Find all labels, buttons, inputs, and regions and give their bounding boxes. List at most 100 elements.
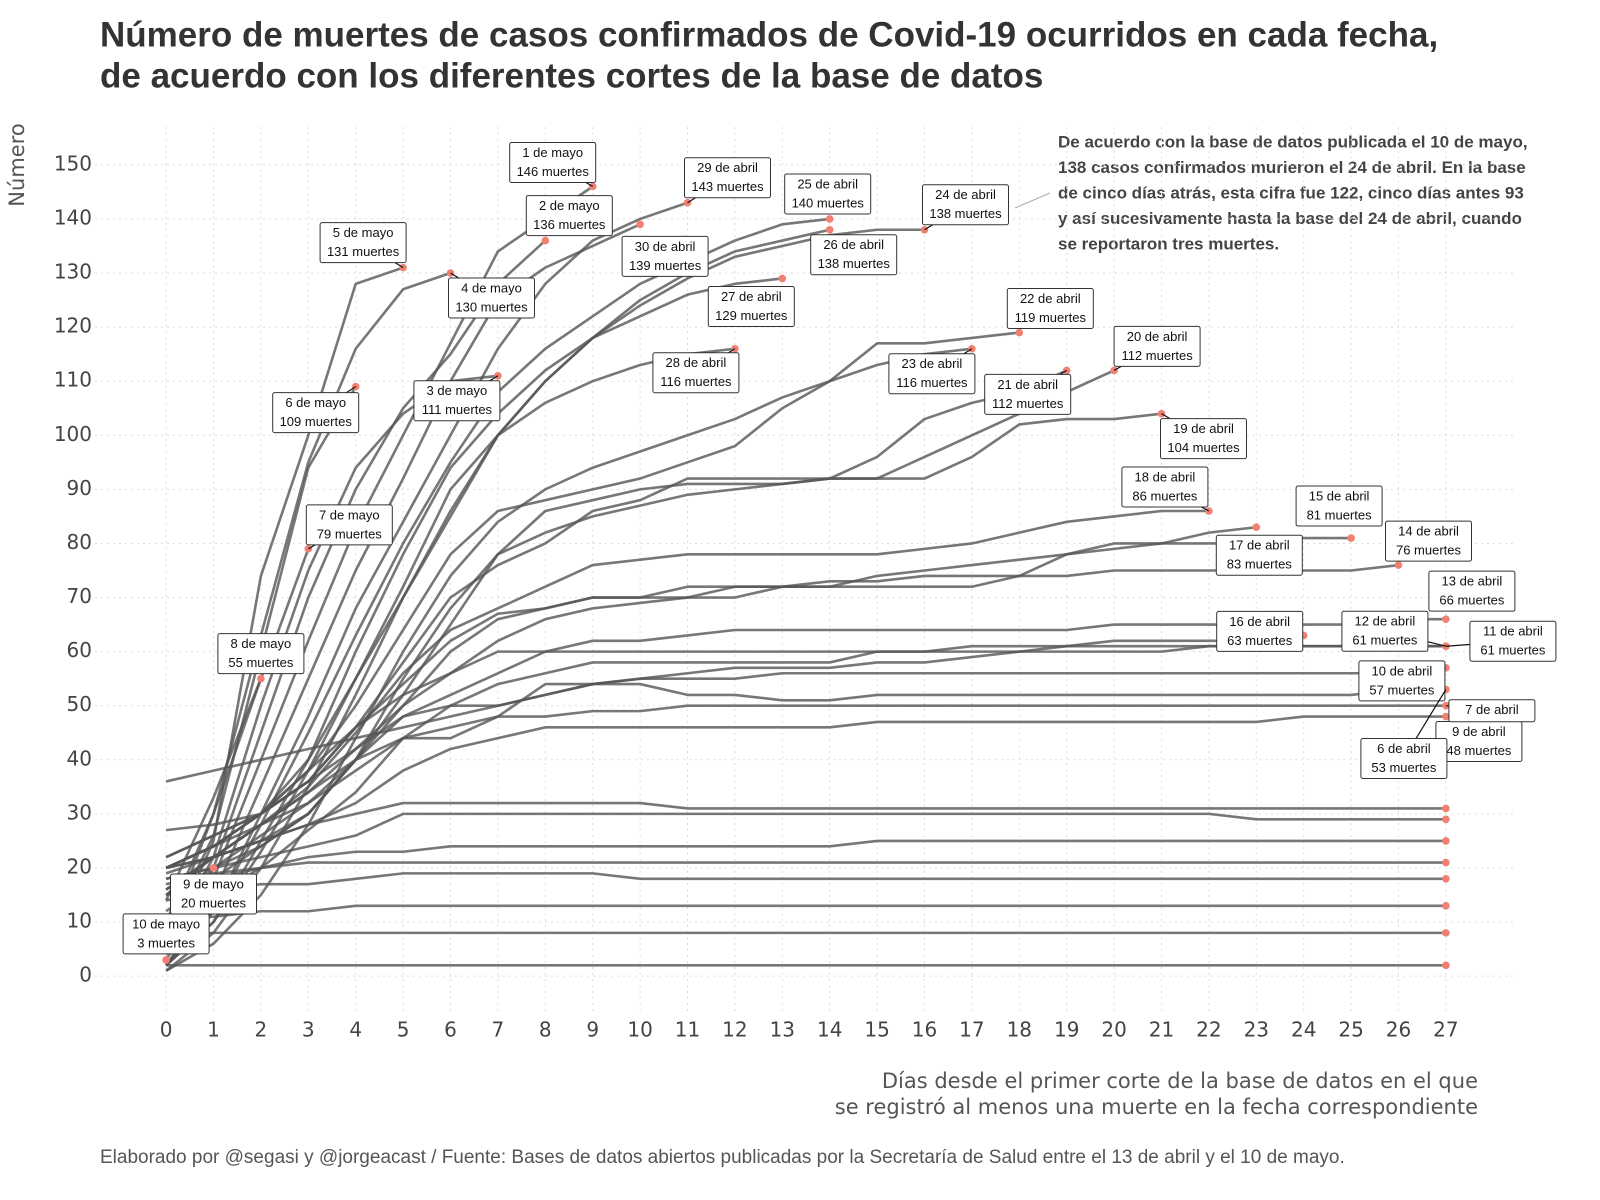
label-date: 19 de abril — [1173, 421, 1234, 436]
label-value: 129 muertes — [715, 308, 788, 323]
x-tick-label: 3 — [302, 1018, 315, 1042]
data-label: 21 de abril 112 muertes — [984, 369, 1072, 415]
label-date: 21 de abril — [997, 377, 1058, 392]
label-value: 112 muertes — [1121, 348, 1193, 363]
x-tick-label: 12 — [722, 1018, 747, 1042]
x-tick-label: 1 — [207, 1018, 220, 1042]
end-point — [1442, 961, 1450, 970]
label-date: 26 de abril — [823, 237, 884, 252]
data-label: 20 de abril 112 muertes — [1113, 325, 1201, 371]
label-value: 140 muertes — [792, 195, 865, 210]
label-box — [509, 141, 597, 183]
label-date: 11 de abril — [1483, 624, 1543, 639]
data-label: 17 de abril 83 muertes — [1215, 534, 1303, 576]
series-line — [165, 644, 1446, 783]
end-point — [1442, 902, 1450, 910]
y-tick-label: 0 — [79, 963, 92, 987]
end-point — [1442, 712, 1450, 721]
series-line — [165, 872, 1446, 902]
end-point — [209, 864, 218, 872]
x-tick-label: 26 — [1386, 1018, 1411, 1042]
y-tick-label: 20 — [67, 854, 92, 878]
label-box — [922, 184, 1009, 226]
label-box — [684, 157, 771, 199]
annotation-leader — [1014, 192, 1051, 209]
data-label: 8 de mayo 55 muertes — [217, 633, 305, 675]
label-box — [621, 235, 709, 277]
data-label: 4 de mayo 130 muertes — [448, 272, 535, 319]
label-box — [448, 277, 535, 319]
label-date: 8 de mayo — [231, 636, 292, 651]
x-tick-label: 9 — [586, 1018, 599, 1042]
y-tick-label: 110 — [54, 368, 92, 392]
end-point — [825, 225, 834, 234]
series-line — [165, 801, 1446, 870]
y-tick-label: 10 — [67, 909, 92, 933]
label-value: 83 muertes — [1227, 557, 1293, 572]
x-tick-label: 21 — [1149, 1018, 1174, 1042]
label-date: 9 de abril — [1452, 724, 1506, 739]
label-box — [413, 380, 501, 422]
label-date: 7 de mayo — [319, 507, 380, 522]
end-point — [1347, 534, 1355, 542]
x-tick-label: 13 — [770, 1018, 795, 1042]
data-label: 3 de mayo 111 muertes — [413, 375, 501, 422]
label-box — [1469, 620, 1557, 662]
label-value: 86 muertes — [1132, 488, 1198, 503]
y-tick-label: 30 — [67, 800, 92, 824]
label-date: 27 de abril — [721, 289, 782, 304]
label-value: 48 muertes — [1446, 743, 1512, 758]
annotation: De acuerdo con la base de datos publicad… — [1058, 132, 1528, 253]
label-value: 66 muertes — [1439, 593, 1505, 608]
caption: Elaborado por @segasi y @jorgeacast / Fu… — [100, 1147, 1345, 1168]
series-line — [165, 412, 1162, 859]
data-label: 5 de mayo 131 muertes — [319, 222, 407, 269]
x-tick-label: 0 — [160, 1018, 173, 1042]
data-label: 10 de mayo 3 muertes — [122, 913, 210, 955]
series-line — [164, 678, 263, 901]
label-box — [1121, 466, 1209, 508]
data-label: 7 de abril — [1445, 699, 1536, 723]
series-line — [165, 617, 1446, 897]
data-label: 27 de abril 129 muertes — [707, 285, 795, 327]
label-box — [1428, 570, 1516, 612]
data-label: 19 de abril 104 muertes — [1160, 413, 1247, 460]
y-tick-label: 100 — [54, 422, 92, 446]
data-label: 10 de abril 57 muertes — [1358, 660, 1447, 702]
label-box — [784, 173, 872, 215]
data-label: 13 de abril 66 muertes — [1428, 570, 1516, 612]
chart-title: de acuerdo con los diferentes cortes de … — [100, 56, 1043, 95]
end-point — [636, 220, 644, 229]
x-tick-label: 25 — [1338, 1018, 1363, 1042]
label-date: 29 de abril — [697, 160, 758, 175]
label-date: 22 de abril — [1020, 291, 1081, 306]
annotation-line: De acuerdo con la base de datos publicad… — [1058, 132, 1528, 151]
label-date: 15 de abril — [1309, 488, 1370, 503]
y-tick-label: 50 — [67, 692, 92, 716]
label-value: 138 muertes — [818, 256, 891, 271]
x-tick-label: 6 — [444, 1018, 457, 1042]
label-date: 18 de abril — [1135, 469, 1196, 484]
y-axis-label: Número — [5, 123, 29, 206]
label-date: 10 de mayo — [132, 916, 200, 931]
data-label: 12 de abril 61 muertes — [1341, 610, 1447, 652]
label-box — [1006, 288, 1094, 330]
series-line — [165, 812, 1446, 881]
label-value: 57 muertes — [1369, 682, 1435, 697]
end-point — [1442, 858, 1450, 867]
label-date: 1 de mayo — [522, 145, 583, 160]
end-point — [1442, 615, 1450, 623]
chart-title: Número de muertes de casos confirmados d… — [100, 15, 1438, 54]
label-date: 7 de abril — [1465, 702, 1519, 717]
series-line — [165, 634, 1304, 924]
y-tick-label: 40 — [67, 746, 92, 770]
x-tick-label: 22 — [1196, 1018, 1221, 1042]
label-box — [1360, 737, 1448, 779]
series-line — [165, 201, 688, 967]
data-label: 23 de abril 116 muertes — [888, 348, 976, 395]
label-value: 112 muertes — [992, 396, 1064, 411]
label-date: 5 de mayo — [333, 225, 394, 240]
label-box — [1341, 610, 1429, 652]
label-box — [319, 222, 407, 264]
